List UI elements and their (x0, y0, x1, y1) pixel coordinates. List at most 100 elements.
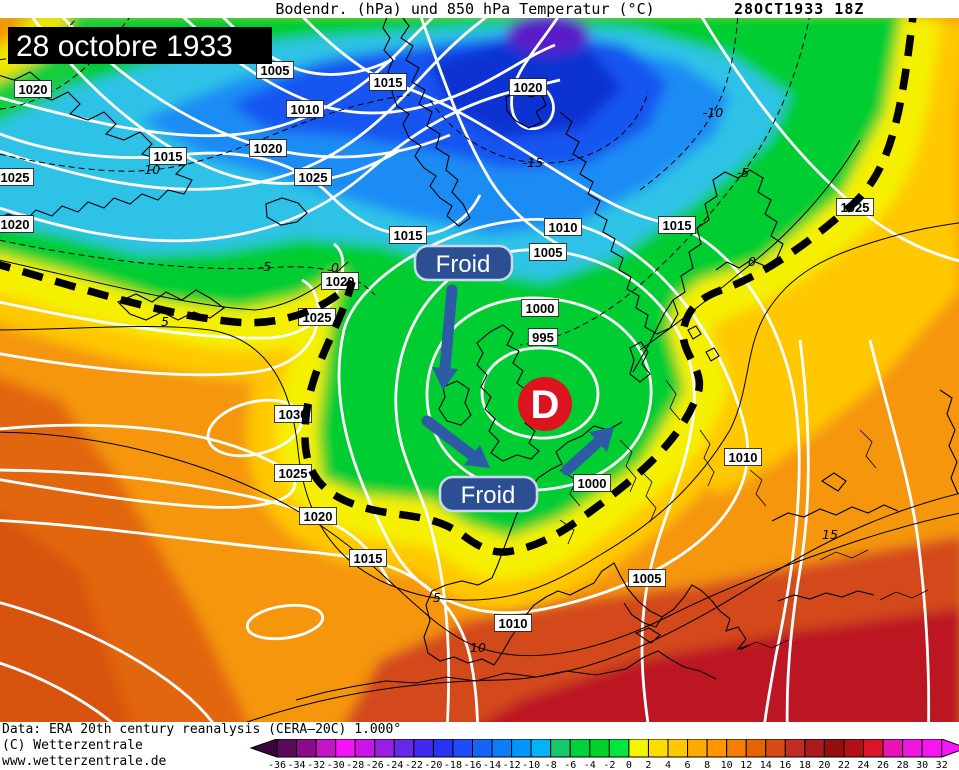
colorbar-tick: 32 (936, 760, 948, 770)
map-title: Bodendr. (hPa) und 850 hPa Temperatur (°… (275, 0, 655, 18)
colorbar-tick: 20 (818, 760, 830, 770)
colorbar-cell (902, 739, 923, 758)
svg-text:1015: 1015 (354, 551, 383, 566)
colorbar-cell (765, 739, 786, 758)
isobar-label: 1010 (544, 218, 582, 236)
colorbar-tick: 10 (721, 760, 733, 770)
isobar-label: 1015 (349, 549, 387, 567)
isobar-label: 1000 (573, 474, 611, 492)
svg-text:1005: 1005 (534, 245, 563, 260)
temp-contour-label: 5 (161, 314, 169, 329)
date-overlay: 28 octobre 1933 (8, 27, 272, 64)
colorbar-cell (667, 739, 689, 758)
isobar-label: 1020 (0, 215, 34, 233)
colorbar-tick: 22 (838, 760, 850, 770)
colorbar-tick: 28 (897, 760, 909, 770)
colorbar-cell (296, 739, 317, 758)
temp-contour-label: -15 (523, 155, 543, 170)
cold-label-1-text: Froid (436, 251, 491, 278)
colorbar-cell (550, 739, 571, 758)
colorbar-cell (354, 739, 376, 758)
colorbar-tick: -12 (503, 760, 521, 770)
colorbar-tick: -28 (346, 760, 364, 770)
colorbar-tick: 26 (877, 760, 889, 770)
cold-label-2-text: Froid (461, 482, 516, 509)
svg-text:1020: 1020 (254, 141, 283, 156)
isobar-label: 1025 (294, 168, 332, 186)
map-datetime: 28OCT1933 18Z (734, 0, 865, 18)
svg-text:1025: 1025 (303, 310, 332, 325)
colorbar-cell (921, 739, 943, 758)
isobar-label: 1005 (529, 243, 567, 261)
svg-text:995: 995 (532, 330, 554, 345)
isobar-label: 1015 (658, 216, 696, 234)
cold-advection-arrow-2 (421, 415, 490, 468)
colorbar-cell (315, 739, 337, 758)
isobar-label: 1020 (509, 78, 547, 96)
colorbar-cell (530, 739, 552, 758)
svg-text:1020: 1020 (1, 217, 30, 232)
isobar-label: 1005 (628, 569, 666, 587)
colorbar-tick: -6 (564, 760, 576, 770)
colorbar-cell (589, 739, 610, 758)
isobar-label: 1025 (0, 168, 34, 186)
colorbar-cell (608, 739, 630, 758)
svg-text:1005: 1005 (633, 571, 662, 586)
colorbar-tick: -20 (424, 760, 442, 770)
colorbar-cell (374, 739, 395, 758)
isobar-label: 1010 (494, 614, 532, 632)
colorbar-tick: 2 (645, 760, 651, 770)
colorbar-cell (882, 739, 904, 758)
colorbar-cell (647, 739, 669, 758)
colorbar-cell (276, 739, 298, 758)
colorbar-cell (413, 739, 434, 758)
colorbar-cell (393, 739, 415, 758)
colorbar-cell (335, 739, 356, 758)
svg-text:1010: 1010 (291, 102, 320, 117)
svg-text:1010: 1010 (729, 450, 758, 465)
isobar-label: 1020 (249, 139, 287, 157)
svg-text:1015: 1015 (374, 75, 403, 90)
svg-text:1015: 1015 (394, 228, 423, 243)
svg-text:1005: 1005 (261, 63, 290, 78)
colorbar-tick: -26 (366, 760, 384, 770)
temp-contour-label: 15 (822, 527, 838, 542)
colorbar-tick: -16 (463, 760, 481, 770)
svg-text:1020: 1020 (19, 82, 48, 97)
svg-text:1010: 1010 (549, 220, 578, 235)
colorbar-tick: -14 (483, 760, 501, 770)
isobar-label: 1025 (274, 464, 312, 482)
isobar-labels: 1020 1005 1015 1010 1020 1015 1025 1025 1020 1015… (0, 61, 874, 632)
colorbar-tick: -8 (545, 760, 557, 770)
colorbar-cell (491, 739, 513, 758)
date-overlay-text: 28 octobre 1933 (16, 30, 233, 63)
colorbar-cell (628, 739, 649, 758)
svg-text:1025: 1025 (279, 466, 308, 481)
temp-contour-label: -5 (259, 259, 272, 274)
isobar-label: 995 (527, 328, 559, 346)
colorbar-cell (432, 739, 454, 758)
svg-text:1010: 1010 (499, 616, 528, 631)
footer-website: www.wetterzentrale.de (2, 754, 167, 769)
isobar-label: 1015 (149, 147, 187, 165)
colorbar-tick: 18 (799, 760, 811, 770)
colorbar-tick: 0 (626, 760, 632, 770)
temperature-colorbar: -36 -34 -32 -30 -28 -26 -24 -22 -20 -18 -16 -14 -12-… (249, 739, 959, 770)
colorbar-cell (511, 739, 532, 758)
colorbar-tick: 14 (760, 760, 772, 770)
svg-text:1000: 1000 (526, 301, 555, 316)
front-line (0, 18, 917, 556)
colorbar-cell (784, 739, 806, 758)
svg-text:1030: 1030 (279, 407, 308, 422)
cold-advection-arrow-1 (432, 284, 458, 390)
colorbar-tick: 8 (704, 760, 710, 770)
isobars (0, 18, 959, 722)
temp-contour-label: -10 (703, 105, 723, 120)
colorbar-tick: 12 (740, 760, 752, 770)
colorbar-tick: 16 (779, 760, 791, 770)
colorbar-tick: -32 (307, 760, 325, 770)
isobar-label: 1020 (14, 80, 52, 98)
